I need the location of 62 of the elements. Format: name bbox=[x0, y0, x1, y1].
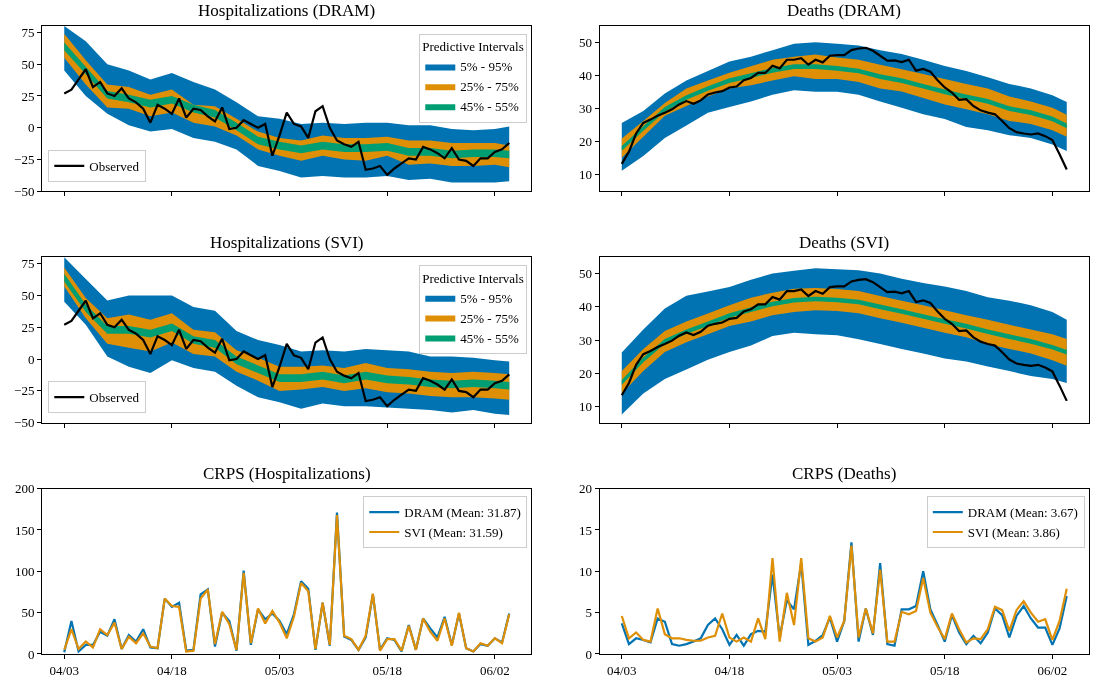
legend-label: 25% - 75% bbox=[460, 310, 519, 326]
y-tick-label: 20 bbox=[578, 481, 592, 497]
x-tick-label: 04/18 bbox=[714, 662, 745, 678]
chart-title: CRPS (Deaths) bbox=[792, 464, 897, 483]
legend-label: Observed bbox=[89, 158, 140, 174]
y-tick-label: 10 bbox=[578, 167, 592, 183]
y-tick-label: 15 bbox=[578, 522, 592, 538]
y-tick-label: 50 bbox=[21, 605, 35, 621]
y-tick-label: 0 bbox=[27, 120, 35, 136]
x-tick-label: 06/02 bbox=[1037, 662, 1068, 678]
x-tick-label: 05/18 bbox=[929, 662, 960, 678]
y-tick-label: 30 bbox=[578, 101, 592, 117]
y-tick-label: 25 bbox=[21, 88, 35, 104]
y-tick-label: 5 bbox=[585, 605, 592, 621]
y-tick-label: 40 bbox=[578, 68, 592, 84]
legend-label: Observed bbox=[89, 390, 140, 406]
chart-title: Hospitalizations (SVI) bbox=[210, 233, 364, 252]
y-tick-label: 0 bbox=[27, 646, 35, 662]
y-tick-label: 20 bbox=[578, 134, 592, 150]
y-tick-label: 75 bbox=[21, 24, 35, 40]
y-tick-label: 30 bbox=[578, 332, 592, 348]
y-tick-label: −50 bbox=[14, 415, 35, 431]
legend-label: 25% - 75% bbox=[460, 79, 519, 95]
legend-label: 5% - 95% bbox=[460, 290, 513, 306]
y-tick-label: 200 bbox=[14, 481, 35, 497]
y-tick-label: 20 bbox=[578, 365, 592, 381]
y-tick-label: 50 bbox=[21, 56, 35, 72]
legend-label: DRAM (Mean: 31.87) bbox=[404, 505, 521, 521]
legend-label: 5% - 95% bbox=[460, 59, 513, 75]
y-tick-label: 50 bbox=[21, 288, 35, 304]
y-tick-label: 40 bbox=[578, 299, 592, 315]
y-tick-label: 100 bbox=[14, 563, 35, 579]
y-tick-label: −50 bbox=[14, 183, 35, 199]
x-tick-label: 05/03 bbox=[264, 662, 295, 678]
legend-label: SVI (Mean: 31.59) bbox=[404, 525, 503, 541]
y-tick-label: 25 bbox=[21, 319, 35, 335]
legend-label: 45% - 55% bbox=[460, 330, 519, 346]
y-tick-label: 150 bbox=[14, 522, 35, 538]
x-tick-label: 04/03 bbox=[606, 662, 637, 678]
y-tick-label: −25 bbox=[14, 152, 35, 168]
y-tick-label: 0 bbox=[27, 351, 35, 367]
y-tick-label: 10 bbox=[578, 563, 592, 579]
legend-label: 45% - 55% bbox=[460, 99, 519, 115]
legend-title: Predictive Intervals bbox=[422, 39, 524, 55]
y-tick-label: 50 bbox=[578, 35, 592, 51]
y-tick-label: 0 bbox=[585, 646, 592, 662]
chart-title: Deaths (DRAM) bbox=[787, 1, 901, 20]
legend-label: SVI (Mean: 3.86) bbox=[967, 525, 1060, 541]
x-tick-label: 05/03 bbox=[822, 662, 852, 678]
chart-title: CRPS (Hospitalizations) bbox=[203, 464, 371, 483]
y-tick-label: 50 bbox=[578, 266, 592, 282]
x-tick-label: 04/03 bbox=[49, 662, 80, 678]
legend-label: DRAM (Mean: 3.67) bbox=[967, 505, 1078, 521]
y-tick-label: −25 bbox=[14, 383, 35, 399]
legend-title: Predictive Intervals bbox=[422, 270, 524, 286]
y-tick-label: 75 bbox=[21, 256, 35, 272]
chart-title: Hospitalizations (DRAM) bbox=[198, 1, 376, 20]
x-tick-label: 05/18 bbox=[372, 662, 403, 678]
x-tick-label: 04/18 bbox=[157, 662, 187, 678]
y-tick-label: 10 bbox=[578, 398, 592, 414]
chart-title: Deaths (SVI) bbox=[799, 233, 890, 252]
x-tick-label: 06/02 bbox=[480, 662, 510, 678]
